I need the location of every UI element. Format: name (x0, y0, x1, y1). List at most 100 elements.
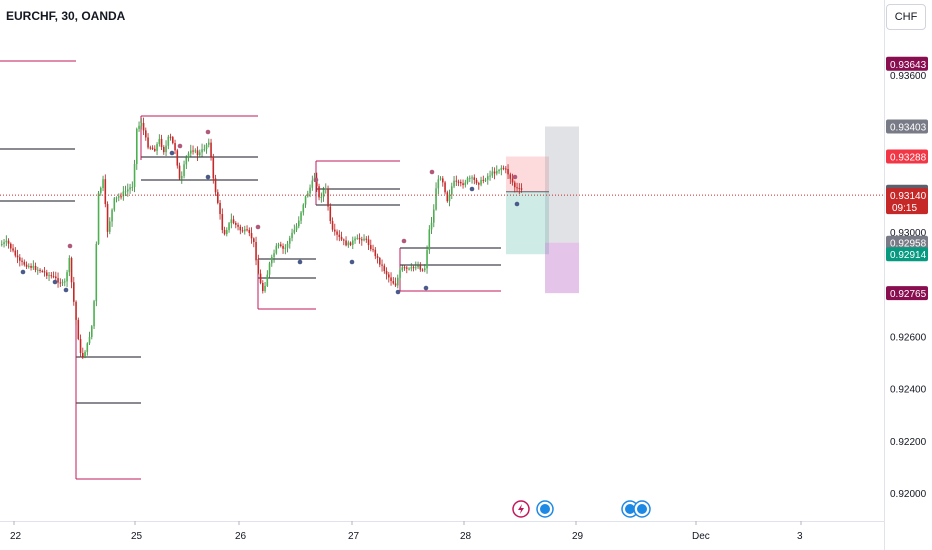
candle-body (424, 268, 426, 271)
candle-body (156, 144, 158, 151)
candle-body (417, 265, 419, 268)
x-tick-label: 26 (235, 531, 247, 542)
candle-body (466, 178, 469, 183)
candle-body (478, 183, 480, 185)
candle-body (235, 222, 237, 225)
candle-body (421, 269, 424, 271)
candle-body (482, 179, 485, 181)
price-axis[interactable]: 0.93600 0.93000 0.92600 0.92400 0.92200 0.920… (890, 71, 927, 500)
y-tick-label: 0.92200 (890, 437, 927, 448)
candle-body (55, 276, 57, 279)
price-label-text: 0.93403 (890, 122, 927, 133)
candle-body (266, 274, 269, 286)
candle-body (370, 245, 372, 250)
candle-body (340, 236, 343, 240)
candle-body (46, 272, 48, 276)
candle-body (410, 267, 413, 269)
x-tick-label: 27 (348, 531, 360, 542)
x-tick-label: 25 (131, 531, 143, 542)
candle-body (444, 182, 446, 193)
candle-body (210, 142, 212, 157)
candle-body (484, 179, 487, 181)
candle-body (203, 149, 206, 151)
candle-body (397, 277, 399, 286)
candle-body (430, 222, 433, 230)
candle-body (19, 257, 21, 261)
candle-body (435, 188, 437, 210)
price-label-badge (886, 188, 928, 215)
lightning-icon (518, 504, 524, 514)
pivot-low-marker (205, 174, 211, 180)
candle-body (165, 145, 167, 153)
candle-body (7, 240, 10, 244)
candle-body (264, 285, 266, 292)
candle-body (493, 171, 496, 174)
candle-body (394, 283, 397, 286)
candle-body (109, 221, 111, 232)
candle-body (473, 177, 476, 180)
pivot-high-marker (255, 224, 261, 230)
candle-body (241, 230, 244, 232)
event-markers[interactable] (512, 500, 651, 518)
candle-body (239, 226, 242, 231)
pivot-low-marker (52, 279, 58, 285)
candle-body (169, 136, 172, 138)
price-label-text: 0.92765 (890, 289, 927, 300)
candle-body (217, 192, 219, 203)
pivot-low-marker (63, 287, 69, 293)
candle-body (79, 339, 82, 353)
candle-body (194, 150, 197, 152)
candle-body (343, 239, 345, 241)
candle-body (390, 277, 392, 282)
candle-body (127, 189, 129, 192)
candle-body (491, 171, 494, 176)
y-tick-label: 0.92600 (890, 332, 927, 343)
candle-body (129, 187, 131, 190)
candle-body (48, 275, 50, 277)
candle-body (172, 137, 174, 144)
candle-body (280, 244, 282, 246)
candle-body (415, 267, 417, 269)
candle-body (39, 269, 41, 272)
candle-body (124, 191, 127, 193)
candle-body (230, 219, 233, 224)
candle-body (115, 197, 118, 199)
candle-body (500, 167, 503, 170)
candle-body (475, 179, 478, 184)
candle-body (388, 274, 390, 278)
candle-body (502, 167, 505, 169)
time-axis[interactable]: 22 25 26 27 28 29 Dec 3 (10, 521, 803, 542)
candle-body (160, 138, 163, 148)
trade-zones (506, 126, 579, 294)
candle-body (320, 196, 323, 198)
candlestick-series (1, 117, 523, 360)
x-tick-label: 3 (797, 531, 803, 542)
price-label-text: 0.93288 (890, 153, 927, 164)
candle-body (329, 206, 332, 222)
candle-body (273, 253, 275, 257)
candle-body (16, 255, 19, 258)
candle-body (28, 265, 30, 267)
currency-button[interactable]: CHF (886, 4, 926, 30)
candle-body (367, 239, 370, 246)
candle-body (365, 238, 368, 240)
candle-body (41, 271, 44, 273)
candle-body (205, 144, 208, 150)
candle-body (30, 265, 32, 268)
candle-body (338, 234, 341, 237)
candle-body (201, 149, 203, 153)
candle-body (354, 238, 356, 241)
candle-body (196, 150, 199, 156)
candle-body (259, 273, 262, 283)
candle-body (412, 267, 415, 269)
candle-body (505, 168, 507, 170)
range-zone-lower (545, 242, 579, 294)
candle-body (23, 261, 26, 265)
candle-body (448, 194, 451, 202)
candle-body (439, 178, 442, 180)
candle-body (358, 237, 361, 240)
candle-body (419, 265, 422, 270)
pivot-high-marker (429, 169, 435, 175)
pivot-high-marker (177, 143, 183, 149)
